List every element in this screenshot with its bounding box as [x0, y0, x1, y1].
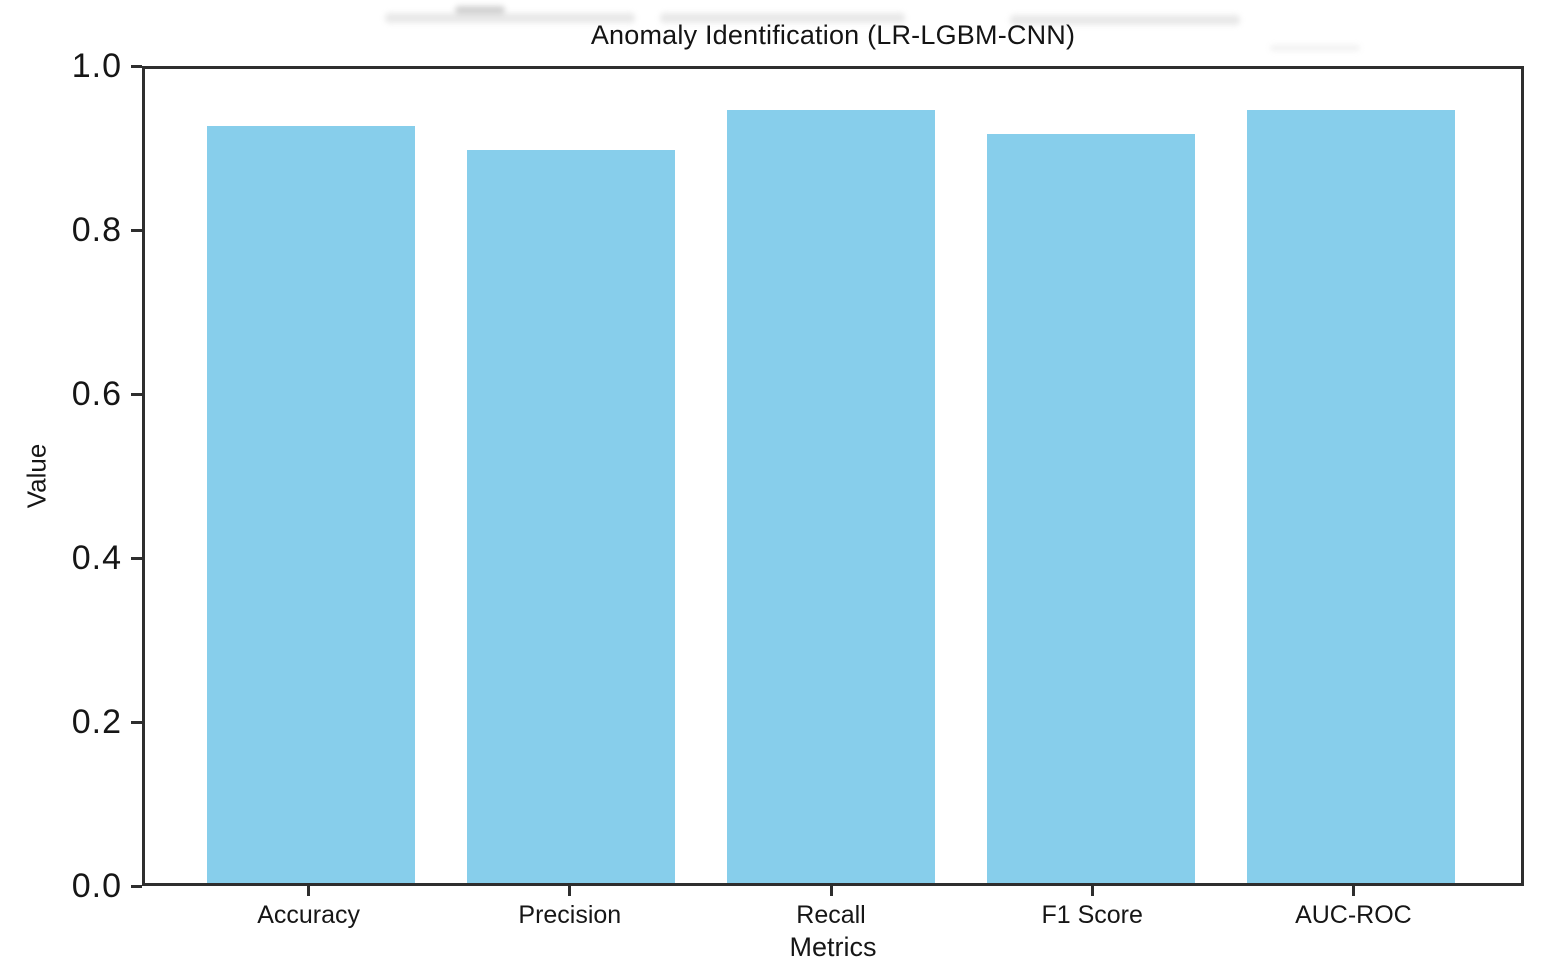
bar-accuracy — [207, 125, 415, 883]
y-tick-mark — [131, 392, 142, 396]
y-tick-label: 1.0 — [71, 47, 122, 85]
x-tick-accuracy: Accuracy — [178, 886, 439, 930]
bar-slot-auc-roc — [1221, 69, 1481, 883]
x-tick-label: Accuracy — [257, 901, 360, 929]
bar-slot-recall — [701, 69, 961, 883]
y-tick-0.4: 0.4 — [72, 541, 142, 575]
y-tick-0.0: 0.0 — [72, 869, 142, 903]
x-tick-f1-score: F1 Score — [962, 886, 1223, 930]
x-axis-label: Metrics — [789, 932, 877, 962]
y-tick-0.6: 0.6 — [72, 377, 142, 411]
x-tick-mark — [1351, 886, 1355, 896]
x-tick-label: Precision — [518, 901, 622, 929]
x-tick-label: AUC-ROC — [1295, 901, 1412, 929]
compression-artifact — [455, 6, 505, 14]
y-tick-label: 0.0 — [71, 867, 122, 905]
x-tick-label: F1 Score — [1041, 901, 1143, 929]
x-tick-mark — [1090, 886, 1094, 896]
y-axis-ticks: 0.0 0.2 0.4 0.6 0.8 1.0 — [0, 49, 142, 903]
plot-area — [142, 66, 1524, 886]
x-tick-recall: Recall — [700, 886, 961, 930]
y-tick-mark — [131, 556, 142, 560]
y-tick-mark — [131, 64, 142, 68]
x-tick-precision: Precision — [439, 886, 700, 930]
y-tick-label: 0.4 — [71, 539, 122, 577]
y-tick-1.0: 1.0 — [72, 49, 142, 83]
x-tick-mark — [829, 886, 833, 896]
y-tick-mark — [131, 720, 142, 724]
bar-slot-precision — [441, 69, 701, 883]
y-tick-0.8: 0.8 — [72, 213, 142, 247]
bar-slot-accuracy — [181, 69, 441, 883]
y-tick-mark — [131, 884, 142, 888]
y-tick-label: 0.6 — [71, 375, 122, 413]
y-tick-label: 0.2 — [71, 703, 122, 741]
y-tick-label: 0.8 — [71, 211, 122, 249]
bar-f1-score — [987, 134, 1195, 883]
bar-recall — [727, 109, 935, 883]
y-tick-mark — [131, 228, 142, 232]
x-tick-label: Recall — [796, 901, 866, 929]
x-axis-ticks: Accuracy Precision Recall F1 Score AUC-ROC — [142, 886, 1524, 930]
bar-precision — [467, 150, 675, 883]
bars-row — [145, 69, 1521, 883]
y-tick-0.2: 0.2 — [72, 705, 142, 739]
chart-title: Anomaly Identification (LR-LGBM-CNN) — [590, 20, 1076, 50]
bar-slot-f1-score — [961, 69, 1221, 883]
x-tick-mark — [307, 886, 311, 896]
bar-auc-roc — [1247, 109, 1455, 883]
x-tick-mark — [568, 886, 572, 896]
x-tick-auc-roc: AUC-ROC — [1223, 886, 1484, 930]
